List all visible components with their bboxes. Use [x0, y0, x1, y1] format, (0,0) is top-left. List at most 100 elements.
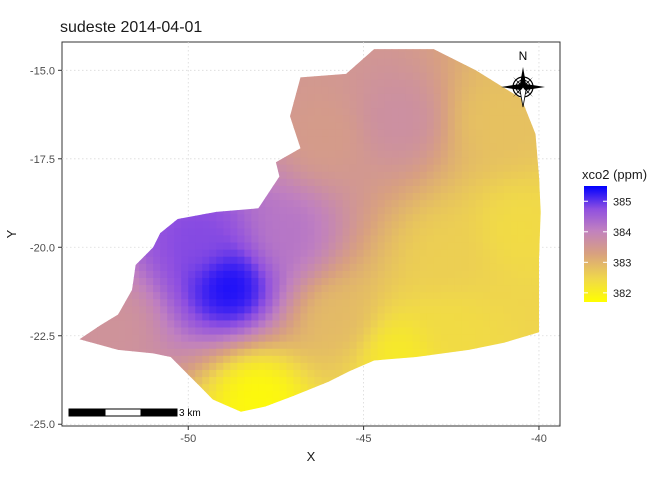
heatmap-cell — [454, 192, 463, 201]
heatmap-cell — [167, 319, 175, 328]
heatmap-cell — [433, 93, 442, 101]
heatmap-cell — [384, 171, 393, 179]
heatmap-cell — [328, 135, 337, 144]
heatmap-cell — [307, 178, 316, 186]
heatmap-cell — [279, 341, 288, 349]
heatmap-cell — [503, 256, 512, 264]
heatmap-cell — [307, 234, 316, 243]
heatmap-cell — [335, 86, 344, 94]
heatmap-cell — [223, 277, 231, 286]
heatmap-cell — [293, 284, 302, 293]
heatmap-cell — [496, 277, 505, 286]
heatmap-cell — [335, 312, 344, 321]
heatmap-cell — [314, 241, 323, 250]
heatmap-cell — [370, 220, 379, 229]
heatmap-cell — [321, 121, 330, 130]
heatmap-cell — [209, 319, 217, 328]
heatmap-cell — [328, 164, 337, 172]
heatmap-cell — [111, 312, 119, 321]
heatmap-cell — [286, 369, 295, 378]
heatmap-cell — [139, 312, 147, 321]
heatmap-cell — [251, 241, 259, 250]
heatmap-cell — [384, 263, 393, 271]
heatmap-cell — [251, 227, 259, 236]
heatmap-cell — [391, 100, 400, 109]
heatmap-cell — [475, 157, 484, 165]
heatmap-cell — [202, 326, 210, 335]
heatmap-cell — [328, 263, 337, 271]
y-tick-label: -17.5 — [30, 154, 55, 166]
heatmap-cell — [314, 107, 323, 116]
heatmap-cell — [377, 341, 386, 349]
heatmap-cell — [405, 333, 414, 342]
heatmap-cell — [482, 263, 491, 271]
heatmap-cell — [265, 362, 274, 370]
heatmap-cell — [419, 312, 428, 321]
heatmap-cell — [356, 312, 365, 321]
heatmap-cell — [433, 171, 442, 179]
heatmap-cell — [412, 270, 421, 278]
heatmap-cell — [237, 206, 245, 215]
heatmap-cell — [363, 121, 372, 130]
heatmap-cell — [440, 227, 449, 236]
heatmap-cell — [391, 114, 400, 123]
heatmap-cell — [223, 291, 231, 300]
heatmap-cell — [335, 319, 344, 328]
heatmap-cell — [307, 164, 316, 172]
heatmap-cell — [349, 100, 358, 109]
heatmap-cell — [419, 333, 428, 342]
heatmap-cell — [342, 305, 351, 314]
heatmap-cell — [412, 291, 421, 300]
heatmap-cell — [489, 256, 498, 264]
heatmap-cell — [258, 369, 266, 378]
heatmap-cell — [517, 284, 526, 293]
heatmap-cell — [223, 333, 231, 342]
heatmap-cell — [419, 298, 428, 307]
heatmap-cell — [489, 121, 498, 130]
heatmap-cell — [468, 65, 477, 73]
heatmap-cell — [370, 249, 379, 257]
heatmap-cell — [363, 220, 372, 229]
heatmap-cell — [251, 277, 259, 286]
heatmap-cell — [223, 249, 231, 257]
heatmap-cell — [223, 348, 231, 356]
heatmap-cell — [468, 171, 477, 179]
heatmap-cell — [398, 206, 407, 215]
heatmap-cell — [391, 192, 400, 201]
heatmap-cell — [188, 263, 196, 271]
heatmap-cell — [447, 206, 456, 215]
heatmap-cell — [419, 93, 428, 101]
heatmap-cell — [433, 72, 442, 80]
heatmap-cell — [251, 249, 259, 257]
heatmap-cell — [251, 326, 259, 335]
heatmap-cell — [412, 135, 421, 144]
heatmap-cell — [440, 57, 449, 66]
heatmap-cell — [314, 291, 323, 300]
heatmap-cell — [118, 312, 126, 321]
heatmap-cell — [510, 128, 519, 137]
heatmap-cell — [419, 213, 428, 222]
heatmap-cell — [398, 171, 407, 179]
heatmap-cell — [300, 121, 309, 130]
heatmap-cell — [496, 312, 505, 321]
heatmap-cell — [335, 298, 344, 307]
heatmap-cell — [349, 206, 358, 215]
heatmap-cell — [237, 263, 245, 271]
heatmap-cell — [335, 157, 344, 165]
heatmap-cell — [153, 291, 161, 300]
heatmap-cell — [195, 319, 203, 328]
heatmap-cell — [244, 326, 252, 335]
heatmap-cell — [377, 79, 386, 87]
heatmap-cell — [426, 326, 435, 335]
heatmap-cell — [524, 326, 533, 335]
heatmap-cell — [160, 249, 168, 257]
heatmap-cell — [139, 291, 147, 300]
heatmap-cell — [503, 114, 512, 123]
heatmap-cell — [272, 185, 281, 194]
heatmap-cell — [202, 305, 210, 314]
heatmap-cell — [251, 256, 259, 264]
heatmap-cell — [370, 142, 379, 151]
heatmap-cell — [209, 362, 217, 370]
heatmap-cell — [223, 312, 231, 321]
